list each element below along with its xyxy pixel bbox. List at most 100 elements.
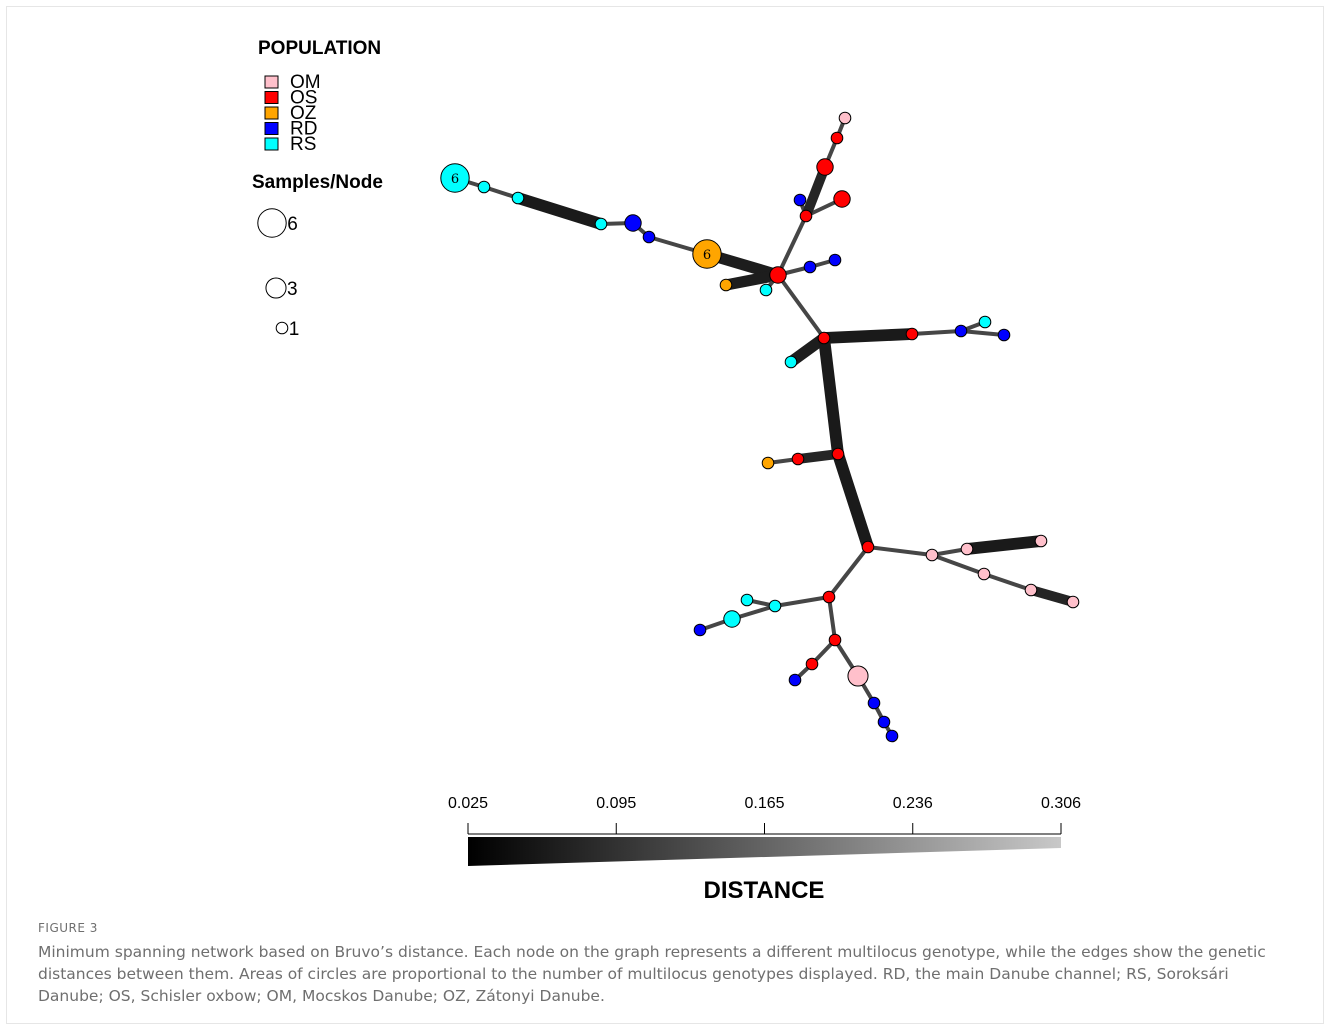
node-count-label: 6 [451,172,459,187]
network-edge [818,332,844,460]
network-node-rd [693,623,707,637]
network-edge [776,214,808,277]
legend-swatch-oz [264,106,279,120]
network-node-os [805,657,819,671]
network-node-rs [740,593,754,607]
network-node-rs [723,610,741,628]
network-node-rd [642,230,656,244]
network-edge [793,449,843,464]
network-node-rd [803,260,817,274]
node-count-label: 6 [703,248,711,263]
network-node-om [925,548,939,562]
network-node-rs [978,315,992,329]
network-node-os [861,540,875,554]
legend-label-os: OS [290,88,317,109]
network-node-os [830,131,844,145]
network-node-rs [768,599,782,613]
legend-swatch-os [264,91,279,104]
network-edge [801,162,830,221]
legend-size-label-1: 1 [289,319,300,340]
network-node-rd [828,253,842,267]
legend-size-items: 6 3 1 [257,208,300,340]
network-edge [512,192,607,230]
legend-size-circle-1 [275,321,289,335]
network-node-oz [692,239,722,269]
legend-swatch-rs [264,137,279,151]
network-nodes: 66 [440,111,1080,743]
network-edge [827,545,870,599]
distance-title: DISTANCE [704,877,825,904]
legend-swatch-om [264,75,279,89]
network-node-om [1066,595,1080,609]
network-edge [1026,585,1078,607]
distance-tick-label: 0.165 [744,795,784,812]
legend-label-oz: OZ [290,103,317,124]
legend-swatch-rd [264,122,279,135]
network-node-rd [877,715,891,729]
network-node-om [847,665,869,687]
network-node-rd [885,729,899,743]
network-node-rs [440,163,470,193]
legend-size-circle-3 [265,277,287,299]
legend-population-title: POPULATION [258,38,381,59]
network-node-rd [954,324,968,338]
network-edge [818,328,918,344]
network-node-os [817,331,831,345]
distance-scale: 0.025 0.095 0.165 0.236 0.306 DISTANCE [448,795,1081,904]
network-node-om [960,542,974,556]
legend-size-label-6: 6 [287,214,298,235]
distance-tick-label: 0.095 [596,795,636,812]
network-edge [785,332,830,368]
network-node-rd [793,193,807,207]
network-node-os [769,266,787,284]
distance-tick-label: 0.236 [893,795,933,812]
network-edge [930,553,986,576]
network-node-om [1034,534,1048,548]
distance-gradient-bar [468,837,1061,866]
network-node-rd [788,673,802,687]
figure-frame [6,6,1324,1024]
network-node-rd [997,328,1011,342]
network-edge [720,269,784,291]
network-node-os [791,452,805,466]
network-edge [866,545,934,557]
network-node-om [977,567,991,581]
network-node-oz [761,456,775,470]
network-node-rs [759,283,773,297]
network-node-om [838,111,852,125]
network-edge [832,448,874,553]
network-node-rd [624,214,642,232]
network-node-os [822,590,836,604]
network-node-rs [511,191,525,205]
network-edge [910,329,963,336]
network-edge [982,572,1033,592]
distance-tick-label: 0.306 [1041,795,1081,812]
figure-label: FIGURE 3 [38,921,98,935]
distance-ticks: 0.025 0.095 0.165 0.236 0.306 [448,795,1081,834]
network-node-os [831,447,845,461]
network-node-os [828,633,842,647]
legend-label-rd: RD [290,119,317,140]
network-edge [827,595,837,642]
network-node-os [833,190,851,208]
network-node-rs [477,180,491,194]
network-edge [773,595,831,608]
legend-label-om: OM [290,72,321,93]
network-edge [776,273,826,340]
legend-size-circle-6 [257,208,287,238]
figure-caption: Minimum spanning network based on Bruvo’… [38,943,1266,1005]
network-edge [959,329,1006,337]
network-node-os [816,158,834,176]
network-node-oz [719,278,733,292]
network-node-rs [594,217,608,231]
network-node-om [1024,583,1038,597]
network-node-rd [867,696,881,710]
network-node-rs [784,355,798,369]
network-node-os [799,209,813,223]
legend-size-label-3: 3 [287,279,298,300]
network-node-os [905,327,919,341]
network-edges [453,116,1078,738]
